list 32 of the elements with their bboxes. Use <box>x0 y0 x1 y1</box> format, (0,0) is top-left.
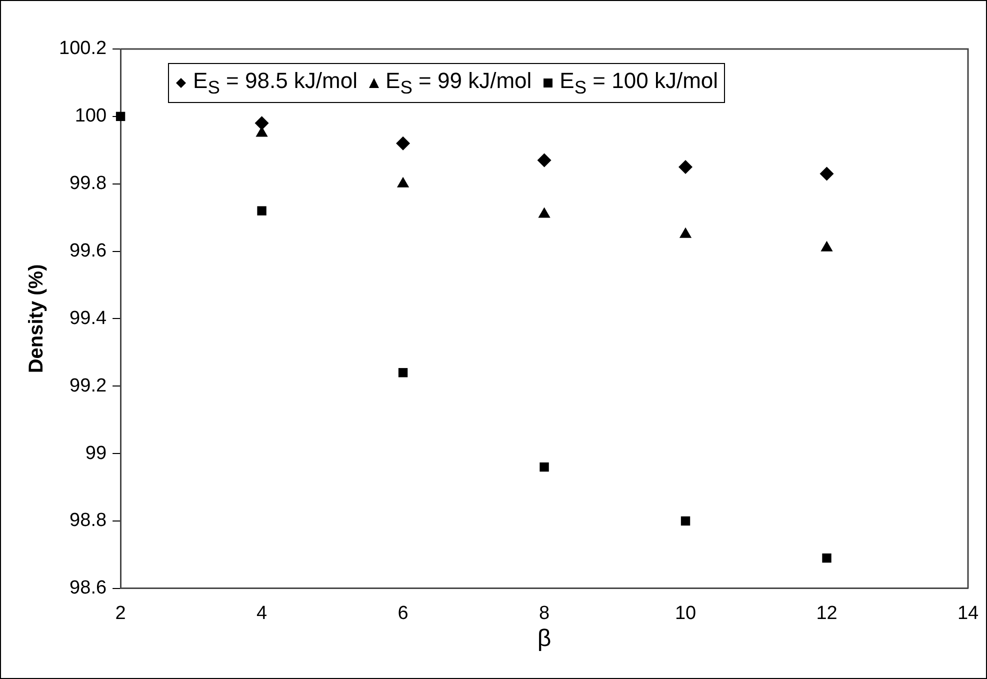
legend-label: E$_{S}$ = 100 kJ/mol <box>560 68 718 98</box>
point <box>680 516 690 526</box>
point <box>540 462 549 472</box>
y-tick-label: 98.8 <box>70 510 107 532</box>
x-tick-label: 10 <box>674 603 696 624</box>
point <box>257 206 266 216</box>
point <box>396 136 410 150</box>
y-tick-label: 100.2 <box>59 38 107 60</box>
x-tick-label: 4 <box>256 603 268 624</box>
y-tick-label: 99.4 <box>70 308 107 329</box>
point <box>254 116 269 130</box>
y-tick-label: 100 <box>74 106 107 127</box>
y-tick-label: 99 <box>85 442 107 464</box>
y-tick-label: 98.6 <box>70 578 107 599</box>
y-tick-label: 99.6 <box>70 240 107 262</box>
point <box>678 160 693 174</box>
legend-label: E$_{S}$ = 98.5 kJ/mol <box>193 68 358 98</box>
x-tick-label: 14 <box>957 603 979 624</box>
point <box>537 153 552 168</box>
x-tick-label: 6 <box>398 603 408 624</box>
x-tick-label: 8 <box>538 603 550 624</box>
x-tick-label: 2 <box>115 603 126 624</box>
point <box>398 368 408 378</box>
y-tick-label: 99.2 <box>70 375 107 396</box>
legend-label: E$_{S}$ = 99 kJ/mol <box>386 68 532 98</box>
y-axis-title: Density (%) <box>26 264 48 374</box>
y-tick-label: 99.8 <box>70 173 107 194</box>
point <box>820 166 834 181</box>
x-axis-title: β <box>537 625 552 652</box>
x-tick-label: 12 <box>816 603 838 624</box>
point <box>116 112 126 122</box>
point <box>822 553 832 563</box>
